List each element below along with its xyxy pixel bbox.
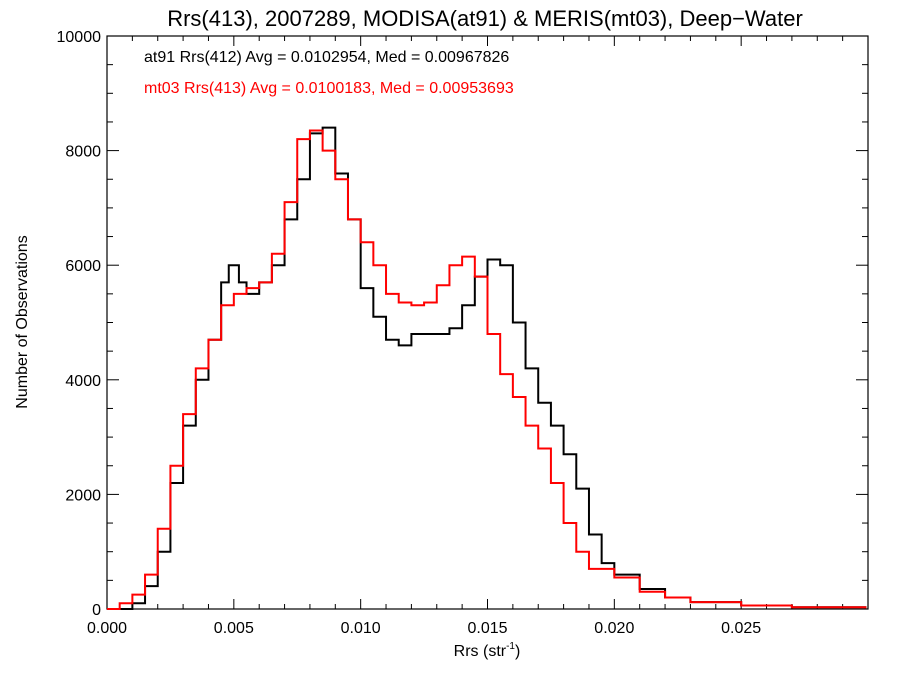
- x-tick-label: 0.005: [214, 620, 254, 637]
- x-tick-label: 0.010: [341, 620, 381, 637]
- y-tick-label: 0: [92, 602, 101, 619]
- x-tick-label: 0.000: [87, 620, 127, 637]
- y-tick-label: 8000: [65, 144, 101, 161]
- chart-title: Rrs(413), 2007289, MODISA(at91) & MERIS(…: [167, 6, 803, 31]
- y-axis: 0 2000 4000 6000 8000 10000: [57, 29, 868, 619]
- y-axis-label: Number of Observations: [14, 235, 31, 408]
- x-axis-label-sup: -1: [506, 641, 515, 652]
- annotation-at91: at91 Rrs(412) Avg = 0.0102954, Med = 0.0…: [144, 49, 509, 66]
- y-tick-label: 6000: [65, 258, 101, 275]
- series-layer: [107, 126, 867, 610]
- y-tick-label: 2000: [65, 487, 101, 504]
- x-axis-label-close: ): [515, 643, 520, 660]
- x-axis-label: Rrs (str-1): [454, 641, 521, 660]
- x-axis: 0.000 0.005 0.010 0.015 0.020 0.025: [87, 36, 844, 637]
- x-axis-label-main: Rrs (str: [454, 643, 507, 660]
- x-tick-label: 0.015: [467, 620, 507, 637]
- series-mt03-line: [107, 129, 867, 610]
- x-tick-label: 0.020: [594, 620, 634, 637]
- series-at91-line: [107, 126, 867, 610]
- y-tick-label: 4000: [65, 373, 101, 390]
- annotation-mt03: mt03 Rrs(413) Avg = 0.0100183, Med = 0.0…: [144, 80, 514, 97]
- y-tick-label: 10000: [57, 29, 102, 46]
- x-tick-label: 0.025: [721, 620, 761, 637]
